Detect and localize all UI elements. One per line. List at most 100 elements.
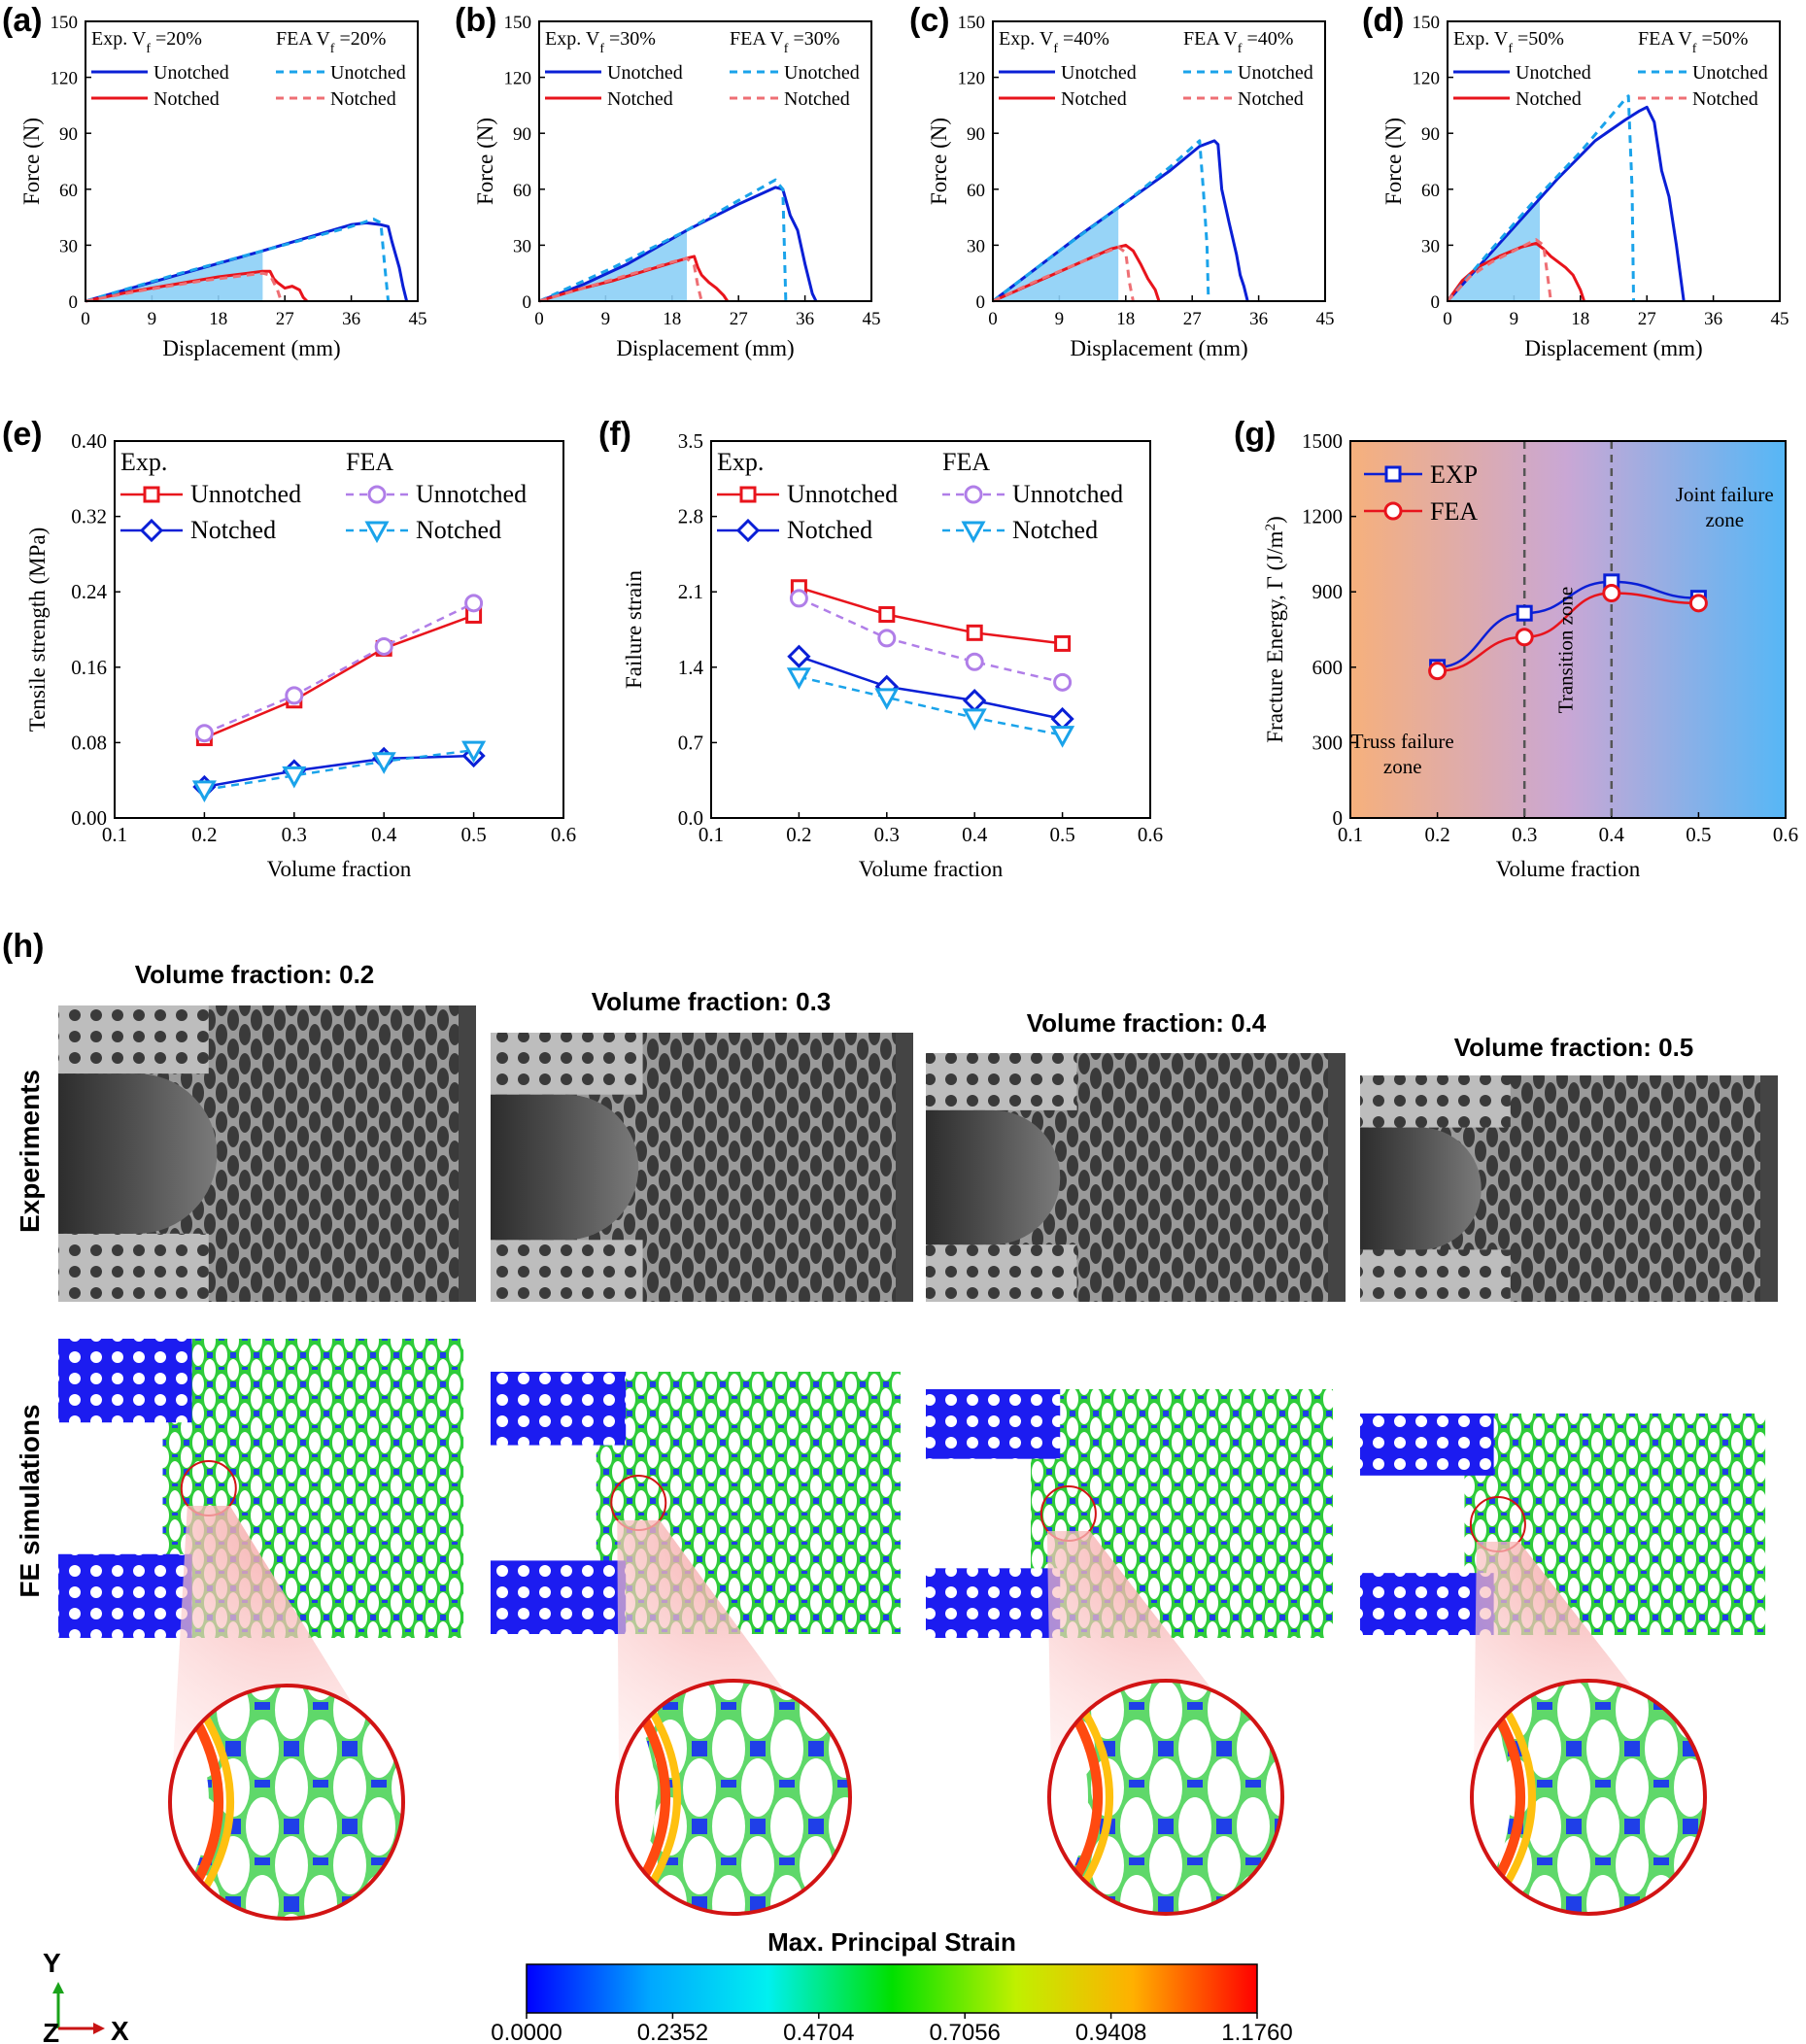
x-tick-label: 27 (276, 309, 294, 329)
zoom-border (1470, 1679, 1707, 1916)
photo-top-band (926, 1053, 1077, 1110)
plot-frame (992, 20, 1326, 302)
x-tick-label: 9 (601, 309, 611, 329)
exp-unnotched-line (85, 221, 409, 303)
zoom-border (1047, 1679, 1284, 1916)
y-tick-label: 150 (51, 13, 79, 33)
y-tick-label: 3.5 (678, 429, 703, 453)
x-tick-label: 27 (730, 309, 748, 329)
fea-point (1515, 628, 1534, 647)
y-tick-label: 120 (51, 69, 79, 89)
exp-unnotched-line (203, 614, 475, 739)
x-tick-label: 0.6 (1138, 823, 1163, 846)
column-title: Volume fraction: 0.5 (1454, 1033, 1694, 1062)
legend-fea-text: FEA V (730, 28, 784, 50)
x-tick-label: 27 (1638, 309, 1656, 329)
y-tick-label: 90 (513, 124, 531, 145)
y-tick-label: 1200 (1302, 505, 1343, 528)
fea-unnotched-point (194, 724, 214, 743)
fea-point (1428, 662, 1448, 681)
fea-notched-line (1446, 238, 1552, 303)
x-tick-label: 27 (1183, 309, 1202, 329)
legend-exp-title: Exp. (120, 448, 167, 476)
colorbar-tick-label: 0.9408 (1075, 2020, 1146, 2044)
y-tick-label: 120 (1413, 69, 1441, 89)
photo-bottom-band (58, 1233, 209, 1302)
x-tick-label: 0.2 (786, 823, 811, 846)
legend-exp-notched-label: Notched (153, 88, 220, 110)
plot-frame (85, 20, 419, 302)
legend-fea-notched-label: Notched (416, 516, 501, 544)
y-tick-label: 60 (967, 181, 985, 201)
fea-notched-line (992, 245, 1135, 303)
exp-notched-line (85, 269, 309, 303)
fea-unnotched-point (1053, 672, 1073, 692)
legend-exp-unnotched-label: Unotched (153, 62, 229, 84)
zoom-inset (1049, 1681, 1282, 1914)
y-tick-label: 0.32 (71, 505, 107, 528)
column-title: Volume fraction: 0.2 (135, 960, 375, 989)
exp-notched-line (992, 243, 1161, 303)
y-tick-label: 150 (504, 13, 532, 33)
legend-vf: =40% (1058, 28, 1109, 50)
x-tick-label: 0.3 (282, 823, 307, 846)
y-tick-label: 0.00 (71, 806, 107, 830)
legend-fea-text: FEA V (1638, 28, 1692, 50)
panel-h: (h) Experiments FE simulations Volume fract… (2, 928, 1778, 2044)
legend-fea-notched-label: Notched (1012, 516, 1098, 544)
y-tick-label: 90 (1421, 124, 1440, 145)
x-tick-label: 45 (863, 309, 881, 329)
y-axis-label: Force (N) (1381, 118, 1406, 205)
x-tick-label: 0.1 (1338, 823, 1363, 846)
zoom-border (168, 1684, 405, 1921)
legend-fea-notched-marker (961, 521, 986, 544)
exp-unnotched-point (878, 605, 896, 623)
fea-unnotched-point (877, 629, 897, 648)
legend-vf: =20% (334, 28, 386, 50)
y-tick-label: 120 (958, 69, 986, 89)
exp-point (1516, 604, 1533, 622)
y-tick-label: 90 (967, 124, 985, 145)
exp-notched-line (204, 754, 474, 789)
y-axis-label: Force (N) (19, 118, 44, 205)
zone-background (1350, 441, 1786, 818)
energy-shade (539, 230, 687, 301)
fe-bottom-band (58, 1553, 192, 1638)
legend-fea-title: FEA (942, 448, 990, 476)
colorbar-tick-label: 0.4704 (783, 2020, 854, 2044)
fea-unnotched-point (965, 652, 984, 671)
panel-label: (g) (1234, 416, 1276, 453)
y-tick-label: 120 (504, 69, 532, 89)
colorbar-title: Max. Principal Strain (767, 1927, 1016, 1957)
y-tick-label: 0 (1431, 292, 1441, 313)
y-axis-label-end: ) (1263, 516, 1287, 524)
legend-exp-text: Exp. V (999, 28, 1054, 50)
x-axis-label: Displacement (mm) (1070, 336, 1247, 360)
x-tick-label: 36 (796, 309, 814, 329)
y-tick-label: 1.4 (678, 656, 704, 679)
plot-frame (1447, 20, 1781, 302)
y-axis-label: Force (N) (927, 118, 951, 205)
legend-exp-notched-label: Notched (607, 88, 673, 110)
legend-vf: =50% (1513, 28, 1564, 50)
column-5: Volume fraction: 0.5 (1360, 1033, 1778, 1916)
column-title: Volume fraction: 0.4 (1027, 1008, 1267, 1038)
photo-bottom-band (1360, 1249, 1511, 1302)
fe-bottom-band (1360, 1573, 1494, 1635)
fea-unnotched-line (1446, 94, 1636, 302)
fea-point (1688, 594, 1708, 613)
exp-notched-point (1050, 706, 1074, 732)
legend-exp-label: EXP (1430, 460, 1478, 489)
x-tick-label: 9 (1510, 309, 1519, 329)
y-tick-label: 0.40 (71, 429, 107, 453)
y-axis-label: Fracture Energy, Γ (J/m2) (1263, 516, 1287, 743)
x-axis-label: Displacement (mm) (1524, 336, 1702, 360)
x-axis-label: Volume fraction (267, 857, 412, 881)
legend-exp-unnotched-marker (739, 486, 757, 503)
fe-top-band (926, 1389, 1061, 1459)
y-tick-label: 300 (1312, 731, 1344, 754)
y-axis-label: Tensile strength (MPa) (25, 528, 50, 732)
